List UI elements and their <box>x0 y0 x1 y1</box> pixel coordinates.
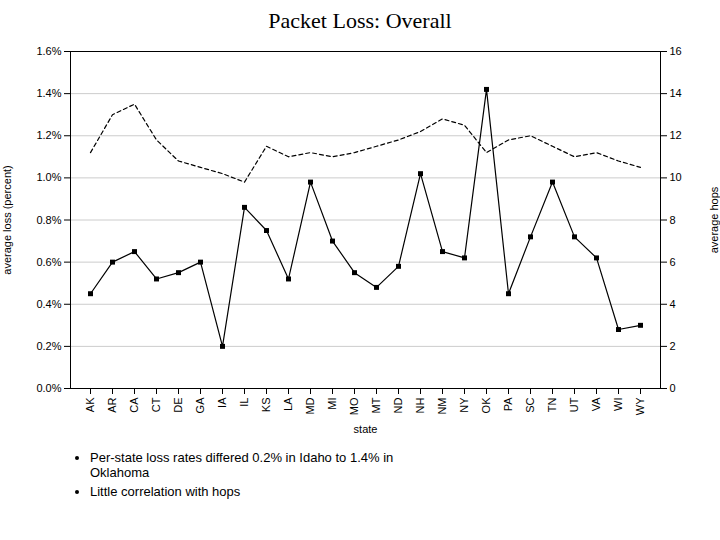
svg-text:2: 2 <box>670 340 676 352</box>
svg-text:WY: WY <box>634 397 646 415</box>
svg-text:0.6%: 0.6% <box>36 256 61 268</box>
svg-text:NY: NY <box>458 397 470 413</box>
svg-text:0.4%: 0.4% <box>36 298 61 310</box>
svg-text:0.8%: 0.8% <box>36 214 61 226</box>
svg-text:14: 14 <box>670 87 682 99</box>
svg-text:DE: DE <box>172 398 184 413</box>
svg-text:NM: NM <box>436 398 448 415</box>
svg-text:TN: TN <box>546 397 558 412</box>
svg-text:16: 16 <box>670 45 682 57</box>
svg-text:ND: ND <box>392 397 404 413</box>
svg-text:IL: IL <box>238 398 250 407</box>
html-text:Per-state loss rates differed: Per-state loss rates differed 0.2% in Id… <box>90 450 394 480</box>
svg-text:SC: SC <box>524 397 536 412</box>
svg-text:MT: MT <box>370 397 382 413</box>
svg-text:0.0%: 0.0% <box>36 382 61 394</box>
svg-text:IA: IA <box>216 397 228 408</box>
svg-text:VA: VA <box>590 397 602 412</box>
svg-text:4: 4 <box>670 298 676 310</box>
svg-text:MO: MO <box>348 397 360 415</box>
svg-text:average hops: average hops <box>708 186 720 253</box>
svg-text:1.4%: 1.4% <box>36 87 61 99</box>
svg-text:AK: AK <box>84 397 96 412</box>
svg-text:KS: KS <box>260 398 272 413</box>
svg-text:MI: MI <box>326 398 338 410</box>
svg-text:UT: UT <box>568 397 580 412</box>
svg-text:OK: OK <box>480 397 492 414</box>
svg-text:GA: GA <box>194 397 206 414</box>
svg-text:LA: LA <box>282 397 294 411</box>
svg-text:6: 6 <box>670 256 676 268</box>
svg-text:WI: WI <box>612 398 624 411</box>
svg-text:state: state <box>354 423 378 435</box>
svg-text:average loss (percent): average loss (percent) <box>1 165 13 274</box>
svg-text:AR: AR <box>106 397 118 412</box>
svg-text:0: 0 <box>670 382 676 394</box>
svg-text:CA: CA <box>128 397 140 413</box>
html-text:Little correlation with hops: Little correlation with hops <box>90 484 241 499</box>
svg-text:NH: NH <box>414 397 426 413</box>
svg-text:1.0%: 1.0% <box>36 171 61 183</box>
svg-text:1.6%: 1.6% <box>36 45 61 57</box>
svg-text:MD: MD <box>304 397 316 414</box>
svg-text:0.2%: 0.2% <box>36 340 61 352</box>
svg-text:10: 10 <box>670 171 682 183</box>
svg-text:1.2%: 1.2% <box>36 129 61 141</box>
svg-text:CT: CT <box>150 397 162 412</box>
html-text:Packet Loss: Overall: Packet Loss: Overall <box>268 8 452 33</box>
svg-text:PA: PA <box>502 397 514 412</box>
svg-text:12: 12 <box>670 129 682 141</box>
svg-text:8: 8 <box>670 214 676 226</box>
